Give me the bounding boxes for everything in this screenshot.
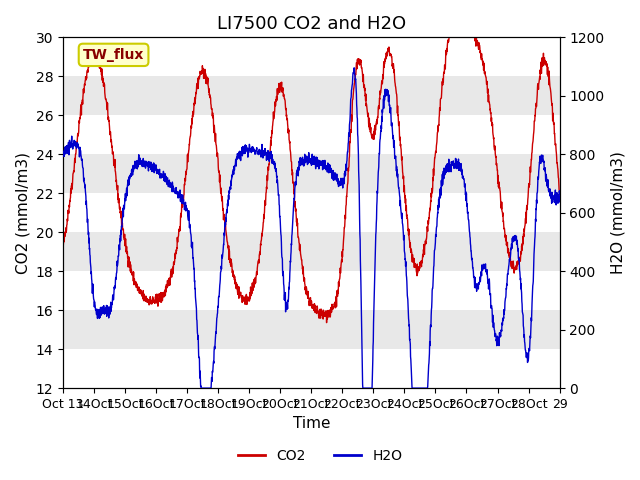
X-axis label: Time: Time — [292, 417, 330, 432]
Y-axis label: CO2 (mmol/m3): CO2 (mmol/m3) — [15, 152, 30, 274]
Title: LI7500 CO2 and H2O: LI7500 CO2 and H2O — [217, 15, 406, 33]
Bar — [63, 193, 559, 232]
Bar — [63, 115, 559, 154]
Bar — [63, 349, 559, 388]
Bar — [63, 37, 559, 76]
Text: TW_flux: TW_flux — [83, 48, 144, 62]
Bar — [63, 271, 559, 310]
Legend: CO2, H2O: CO2, H2O — [232, 443, 408, 468]
Y-axis label: H2O (mmol/m3): H2O (mmol/m3) — [610, 151, 625, 274]
